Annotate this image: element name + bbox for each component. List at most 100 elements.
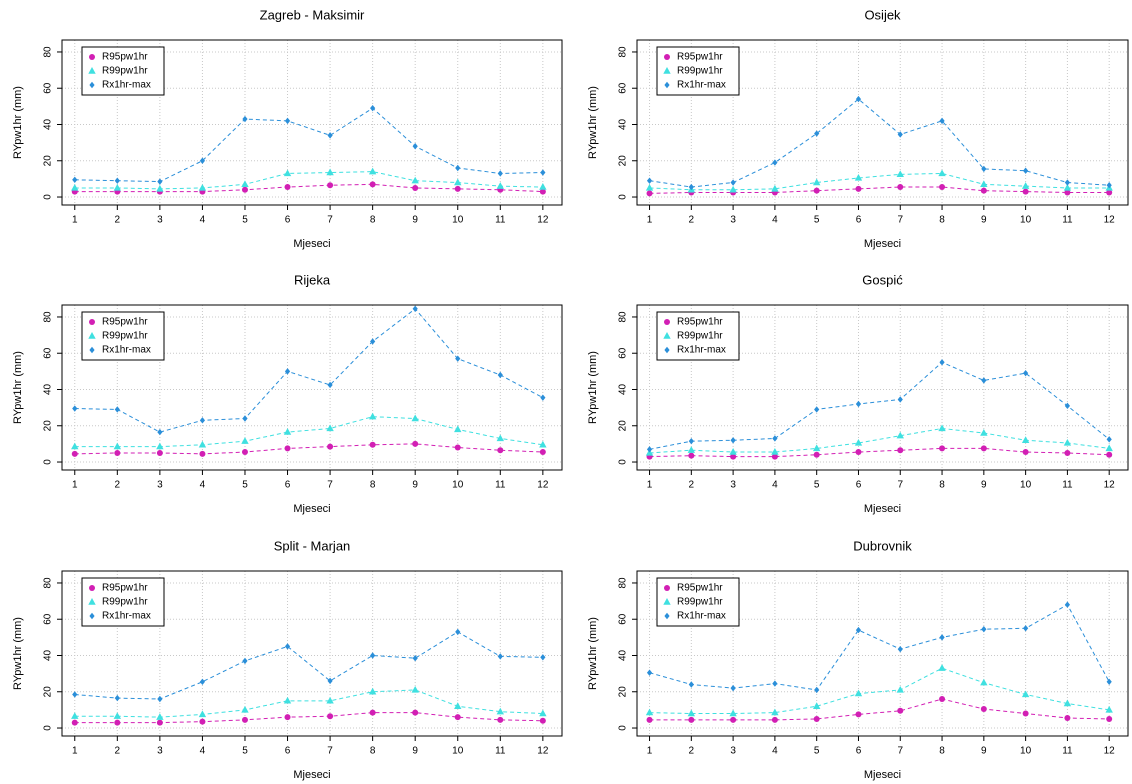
legend-marker — [663, 67, 671, 74]
x-tick-label: 9 — [412, 480, 418, 491]
data-point — [687, 446, 696, 453]
x-tick-label: 10 — [1020, 746, 1032, 757]
data-point — [730, 453, 737, 460]
y-tick-label: 20 — [43, 420, 54, 432]
x-tick-label: 3 — [730, 746, 736, 757]
data-point — [156, 442, 164, 450]
data-point — [730, 684, 736, 692]
y-axis-label: RYpw1hr (mm) — [587, 617, 599, 690]
y-tick-label: 0 — [618, 194, 629, 200]
legend-box — [656, 46, 740, 96]
legend-marker — [664, 319, 670, 325]
y-tick-label: 80 — [43, 577, 54, 589]
legend-marker — [663, 598, 671, 605]
y-tick-label: 40 — [618, 649, 629, 661]
x-tick-label: 3 — [157, 746, 163, 757]
x-tick-label: 1 — [72, 480, 78, 491]
legend-label: R99pw1hr — [102, 66, 148, 77]
data-point — [327, 132, 333, 139]
data-point — [540, 169, 546, 176]
data-point — [1064, 449, 1071, 456]
data-point — [283, 169, 292, 177]
series-line — [649, 427, 1110, 454]
series-line — [649, 604, 1110, 691]
data-point — [855, 95, 862, 103]
legend-box — [81, 577, 165, 627]
data-point — [813, 451, 820, 458]
data-point — [157, 428, 163, 436]
legend-box — [656, 577, 740, 627]
chart-title: Zagreb - Maksimir — [260, 7, 365, 22]
data-point — [855, 626, 862, 634]
plot-frame — [61, 304, 563, 471]
data-point — [729, 448, 737, 455]
data-point — [454, 178, 462, 186]
data-point — [241, 705, 249, 713]
data-point — [369, 441, 376, 448]
data-point — [156, 719, 163, 726]
data-point — [1063, 699, 1072, 707]
legend-marker — [89, 346, 95, 354]
y-tick-label: 60 — [618, 613, 629, 625]
data-point — [114, 177, 120, 184]
data-point — [411, 414, 419, 422]
data-point — [939, 359, 945, 366]
series-line — [74, 416, 543, 448]
data-point — [688, 437, 694, 445]
data-point — [157, 695, 163, 703]
data-point — [327, 713, 334, 720]
data-point — [113, 183, 122, 191]
data-point — [284, 184, 291, 191]
series-line — [649, 698, 1110, 721]
data-point — [646, 669, 653, 676]
legend-label: R95pw1hr — [677, 317, 723, 328]
legend-label: R99pw1hr — [102, 597, 148, 608]
data-point — [980, 705, 987, 712]
data-point — [772, 435, 778, 442]
data-point — [1064, 715, 1071, 722]
data-point — [813, 187, 820, 194]
x-tick-label: 11 — [1062, 480, 1073, 491]
data-point — [497, 653, 503, 660]
data-point — [242, 657, 248, 665]
x-tick-label: 12 — [1104, 480, 1116, 491]
x-axis-label: Mjeseci — [864, 238, 901, 250]
y-tick-label: 40 — [618, 383, 629, 395]
legend-marker — [88, 598, 96, 605]
data-point — [199, 678, 206, 685]
x-tick-label: 8 — [939, 215, 945, 226]
x-tick-label: 1 — [647, 746, 653, 757]
data-point — [368, 687, 377, 695]
data-point — [539, 440, 547, 448]
data-point — [980, 429, 988, 436]
x-tick-label: 8 — [939, 480, 945, 491]
legend-label: Rx1hr-max — [677, 345, 726, 356]
data-point — [938, 169, 946, 177]
data-point — [156, 184, 164, 192]
data-point — [1106, 451, 1113, 458]
data-point — [241, 449, 248, 456]
legend-label: R99pw1hr — [102, 331, 148, 342]
data-point — [981, 626, 987, 633]
x-tick-label: 4 — [200, 215, 206, 226]
x-tick-label: 6 — [285, 215, 291, 226]
data-point — [539, 717, 546, 724]
data-point — [1106, 189, 1113, 196]
data-point — [327, 443, 334, 450]
legend-marker — [664, 612, 670, 620]
data-point — [411, 685, 419, 693]
y-tick-label: 60 — [618, 347, 629, 359]
data-point — [284, 368, 291, 375]
data-point — [284, 445, 291, 452]
data-point — [412, 184, 419, 191]
series-line — [74, 443, 543, 455]
data-point — [326, 168, 334, 176]
data-point — [771, 716, 778, 723]
data-point — [114, 406, 120, 413]
data-point — [688, 681, 694, 688]
data-point — [1106, 436, 1112, 443]
y-tick-label: 0 — [618, 725, 629, 731]
x-tick-label: 10 — [452, 215, 464, 226]
data-point — [455, 355, 461, 362]
